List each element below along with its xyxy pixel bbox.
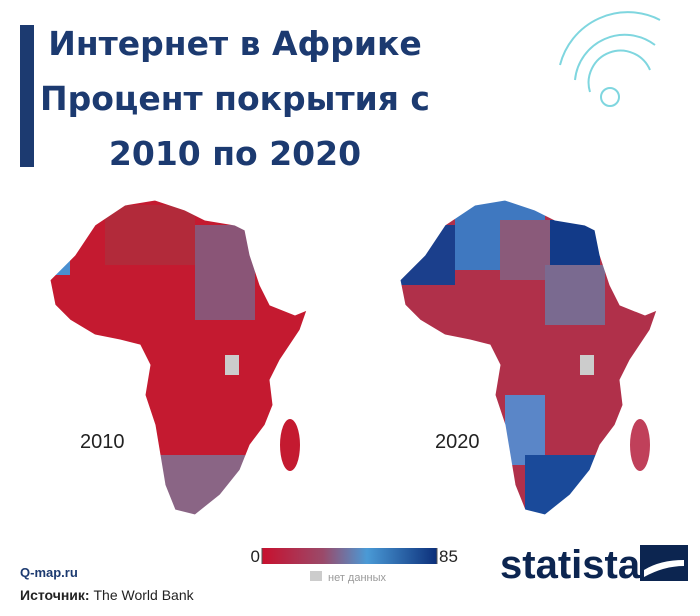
title-line: 2010 по 2020 bbox=[109, 134, 361, 173]
title-line: Процент покрытия с bbox=[40, 79, 430, 118]
brand-icon bbox=[640, 545, 688, 581]
brand: statista bbox=[500, 543, 641, 587]
no-data-label: нет данных bbox=[328, 572, 387, 584]
scale-label: 0 bbox=[251, 547, 260, 566]
map-2020 bbox=[399, 199, 658, 516]
no-data-swatch bbox=[310, 571, 322, 581]
scale-label: 85 bbox=[439, 547, 458, 566]
source-name: The World Bank bbox=[93, 587, 194, 603]
site: Q-map.ru bbox=[20, 565, 78, 580]
wifi-icon bbox=[559, 11, 661, 107]
accent-bar bbox=[20, 25, 34, 167]
map-year: 2020 bbox=[435, 431, 480, 453]
title-line: Интернет в Африке bbox=[48, 24, 422, 63]
map-2010 bbox=[49, 199, 308, 516]
color-scale bbox=[262, 548, 437, 564]
map-year: 2010 bbox=[80, 431, 125, 453]
legend: нет данных 0 85 bbox=[251, 547, 458, 584]
source: Источник: The World Bank bbox=[20, 587, 195, 603]
source-label: Источник: bbox=[20, 587, 90, 603]
